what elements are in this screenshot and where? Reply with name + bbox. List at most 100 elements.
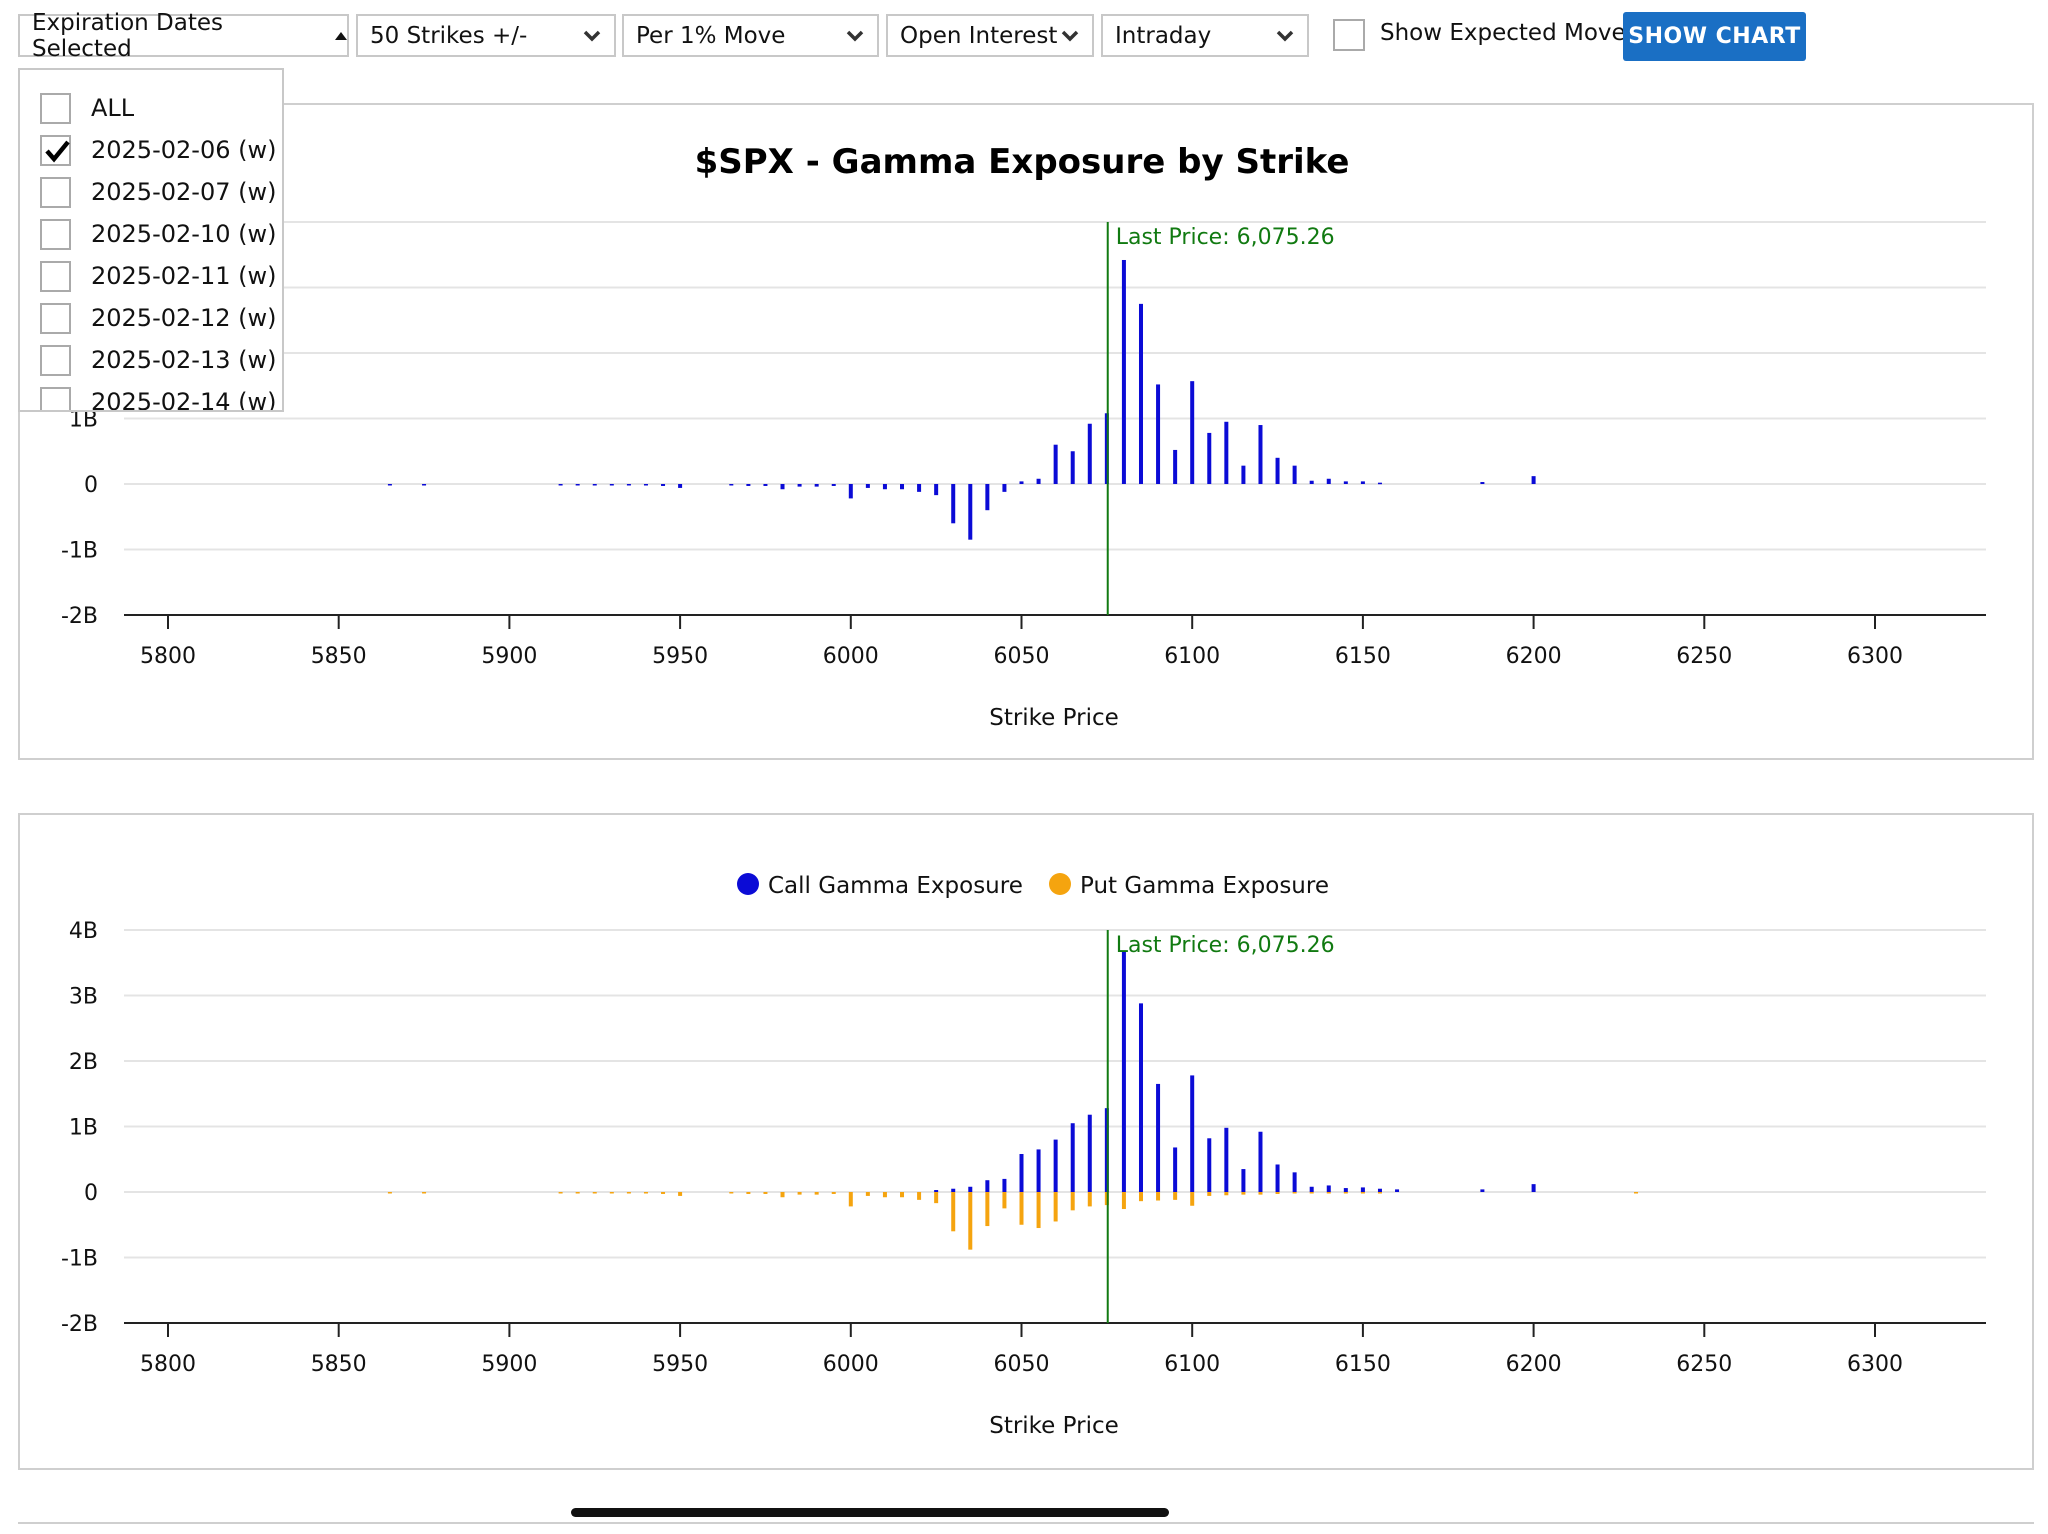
expiration-option[interactable]: 2025-02-11 (w)	[40, 258, 276, 294]
gamma-bar	[814, 484, 819, 487]
gamma-bar	[831, 484, 836, 486]
gamma-bar	[1224, 1127, 1229, 1192]
y-tick-label: 2B	[69, 1050, 98, 1075]
gamma-exposure-chart-panel: $SPX - Gamma Exposure by Strike -2B -1B 0 1B…	[18, 103, 2034, 760]
gamma-bar	[1207, 1192, 1212, 1196]
expiration-option[interactable]: 2025-02-07 (w)	[40, 174, 276, 210]
expiration-option[interactable]: 2025-02-13 (w)	[40, 342, 276, 378]
gamma-bar	[1190, 381, 1195, 484]
gamma-bar	[678, 484, 683, 488]
option-label: 2025-02-11 (w)	[91, 262, 277, 290]
gamma-bar	[1002, 1178, 1007, 1192]
x-tick-label: 6000	[823, 644, 879, 669]
option-checkbox[interactable]	[40, 386, 71, 410]
gamma-bar	[1326, 478, 1331, 484]
option-checkbox[interactable]	[40, 134, 71, 166]
expected-move-checkbox[interactable]	[1333, 19, 1365, 51]
gamma-bar	[1377, 1188, 1382, 1192]
horizontal-scrollbar[interactable]	[571, 1508, 1169, 1517]
gamma-bar	[1070, 1192, 1075, 1211]
option-checkbox[interactable]	[40, 218, 71, 250]
timeframe-select[interactable]: Intraday	[1101, 14, 1309, 57]
gamma-bar	[882, 1192, 887, 1198]
strikes-select[interactable]: 50 Strikes +/-	[356, 14, 616, 57]
gamma-bar	[661, 1192, 666, 1194]
chevron-down-icon	[583, 30, 601, 42]
gamma-bar	[1156, 1083, 1161, 1192]
expiration-option[interactable]: 2025-02-06 (w)	[40, 132, 276, 168]
gamma-bar	[1156, 384, 1161, 484]
x-tick-label: 6250	[1676, 644, 1732, 669]
gamma-bar	[626, 484, 631, 486]
gamma-bar	[917, 1192, 922, 1200]
gamma-bar	[1275, 1164, 1280, 1192]
expiration-option[interactable]: 2025-02-10 (w)	[40, 216, 276, 252]
gamma-bar	[865, 1192, 870, 1196]
gamma-bar	[746, 484, 751, 486]
move-select[interactable]: Per 1% Move	[622, 14, 879, 57]
gamma-bar	[934, 484, 939, 496]
option-checkbox[interactable]	[40, 176, 71, 208]
gamma-bar	[1241, 465, 1246, 484]
chevron-down-icon	[1276, 30, 1294, 42]
gamma-bar	[1156, 1192, 1161, 1201]
gamma-bar	[1241, 1192, 1246, 1195]
gamma-bar	[900, 1192, 905, 1198]
gamma-bar	[1258, 1192, 1263, 1195]
gamma-bar	[609, 484, 614, 486]
gamma-bar	[1531, 1184, 1536, 1192]
gamma-bar	[1207, 1138, 1212, 1192]
gamma-bar	[1138, 1003, 1143, 1192]
gamma-bar	[575, 1192, 580, 1194]
expiration-option[interactable]: 2025-02-14 (w)	[40, 384, 276, 410]
gamma-bar	[661, 484, 666, 486]
gamma-bar	[643, 484, 648, 486]
option-checkbox[interactable]	[40, 260, 71, 292]
gamma-bar	[1070, 1123, 1075, 1192]
option-checkbox[interactable]	[40, 92, 71, 124]
gamma-bar	[780, 484, 785, 490]
metric-select[interactable]: Open Interest	[886, 14, 1094, 57]
next-panel-edge	[18, 1522, 2034, 1534]
show-chart-button[interactable]: SHOW CHART	[1623, 12, 1806, 61]
gamma-bar	[814, 1192, 819, 1195]
y-tick-label: 0	[84, 1181, 98, 1206]
expected-move-label: Show Expected Move	[1380, 20, 1626, 46]
gamma-bar	[1360, 481, 1365, 484]
gamma-bar	[1309, 1192, 1314, 1194]
gamma-bar	[1480, 1189, 1485, 1192]
x-tick-label: 5900	[481, 644, 537, 669]
x-tick-label: 6250	[1676, 1352, 1732, 1377]
gamma-bar	[1070, 451, 1075, 484]
option-label: 2025-02-13 (w)	[91, 346, 277, 374]
caret-up-icon	[335, 31, 347, 40]
option-checkbox[interactable]	[40, 302, 71, 334]
expiration-dates-label: Expiration Dates Selected	[32, 9, 224, 62]
gamma-bar	[422, 484, 427, 486]
option-checkbox[interactable]	[40, 344, 71, 376]
y-tick-label: 1B	[69, 1116, 98, 1141]
toolbar: Expiration Dates Selected 50 Strikes +/-…	[0, 0, 2048, 62]
checkmark-icon	[45, 140, 70, 162]
gamma-bar	[1121, 259, 1126, 484]
gamma-bar	[1053, 1139, 1058, 1192]
expiration-option[interactable]: 2025-02-12 (w)	[40, 300, 276, 336]
option-label: 2025-02-06 (w)	[91, 136, 277, 164]
gamma-bar	[780, 1192, 785, 1198]
x-tick-label: 5850	[311, 644, 367, 669]
gamma-bar	[1036, 1192, 1041, 1229]
gamma-bar	[951, 484, 956, 524]
y-tick-label: 4B	[69, 919, 98, 944]
expiration-dates-select[interactable]: Expiration Dates Selected	[18, 10, 349, 62]
gamma-bar	[968, 1192, 973, 1250]
gamma-bar	[1121, 1192, 1126, 1210]
gamma-bar	[865, 484, 870, 488]
gamma-bar	[1190, 1192, 1195, 1206]
gamma-bar	[558, 484, 563, 486]
y-tick-label: -2B	[61, 1312, 98, 1337]
strikes-label: 50 Strikes +/-	[370, 22, 528, 49]
expiration-option[interactable]: ALL	[40, 90, 134, 126]
x-tick-label: 6100	[1164, 1352, 1220, 1377]
x-tick-label: 5800	[140, 644, 196, 669]
gamma-bar	[729, 1192, 734, 1194]
